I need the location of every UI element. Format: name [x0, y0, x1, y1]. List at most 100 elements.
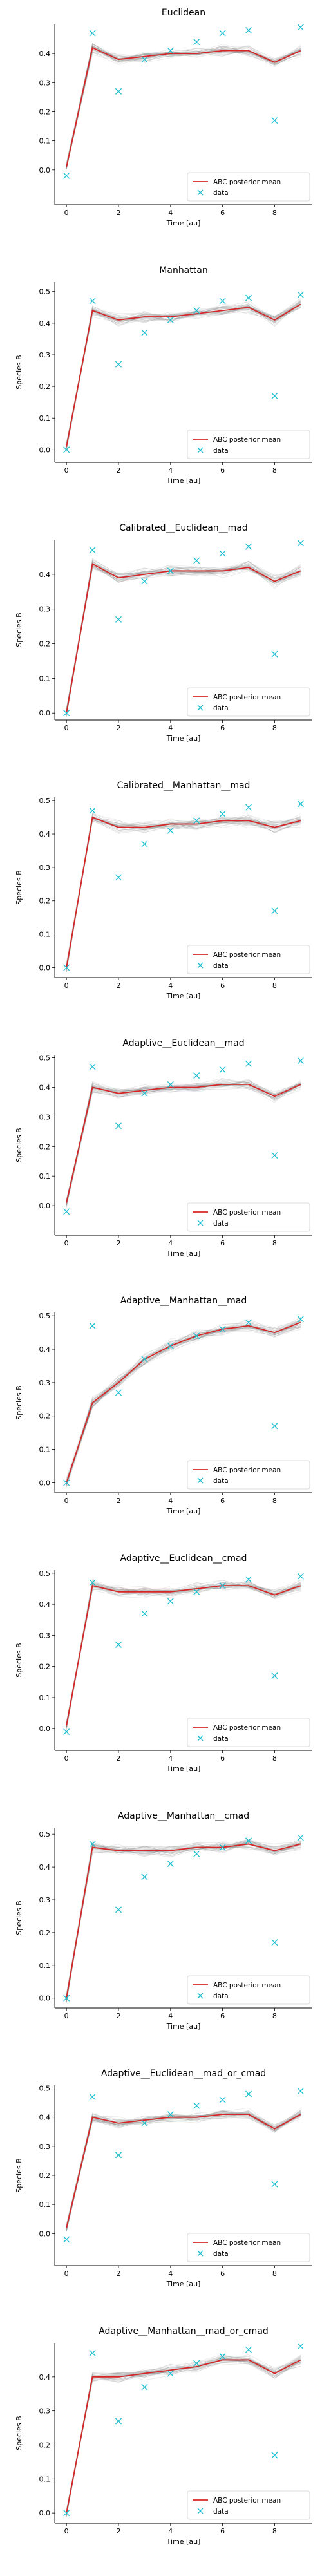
data-point — [271, 117, 278, 124]
legend-frame — [187, 2490, 310, 2520]
x-tick-label: 8 — [272, 1497, 277, 1505]
posterior-sample-line — [66, 2358, 301, 2514]
legend-frame — [187, 1202, 310, 1232]
posterior-sample-line — [66, 304, 301, 448]
y-tick-label: 0.0 — [39, 2230, 51, 2238]
y-tick-label: 0.1 — [39, 1694, 51, 1702]
posterior-sample-line — [66, 301, 301, 448]
posterior-sample-line — [66, 2354, 301, 2514]
posterior-sample-line — [66, 46, 301, 163]
posterior-sample-line — [66, 304, 301, 449]
posterior-sample-line — [66, 43, 301, 166]
posterior-sample-line — [66, 2112, 301, 2227]
posterior-sample-line — [66, 2112, 301, 2224]
posterior-sample-line — [66, 1321, 301, 1484]
posterior-sample-line — [66, 561, 301, 710]
posterior-sample-line — [66, 1081, 301, 1202]
x-tick-label: 4 — [168, 724, 173, 732]
data-point — [271, 1672, 278, 1680]
data-point — [63, 710, 70, 717]
data-point — [89, 547, 96, 554]
posterior-sample-line — [66, 1081, 301, 1206]
y-tick-label: 0.4 — [39, 571, 51, 579]
chart-panel: Adaptive__Manhattan__mad 0 2 4 6 8 0.0 0.1 0.2 0.… — [15, 1296, 312, 1515]
posterior-sample-line — [66, 560, 301, 717]
data-point — [245, 1060, 252, 1067]
posterior-sample-line — [66, 1319, 301, 1485]
posterior-sample-line — [66, 1582, 301, 1723]
data-point — [193, 39, 200, 46]
legend-label: data — [213, 447, 229, 455]
legend-label: data — [213, 2508, 229, 2515]
y-axis-label: Species B — [15, 1128, 23, 1162]
posterior-sample-line — [66, 48, 301, 166]
x-axis-label: Time [au] — [166, 1249, 201, 1258]
posterior-sample-line — [66, 2110, 301, 2227]
posterior-sample-line — [66, 1839, 301, 1994]
posterior-sample-line — [66, 2110, 301, 2226]
posterior-sample-line — [66, 1581, 301, 1727]
posterior-sample-line — [66, 43, 301, 165]
y-tick-label: 0.0 — [39, 166, 51, 175]
y-tick-label: 0.1 — [39, 931, 51, 939]
posterior-sample-line — [66, 1843, 301, 2003]
posterior-sample-line — [66, 2112, 301, 2228]
posterior-sample-line — [66, 2358, 301, 2512]
legend-label: ABC posterior mean — [213, 2239, 281, 2247]
posterior-sample-line — [66, 45, 301, 169]
posterior-sample-line — [66, 2112, 301, 2228]
posterior-sample-line — [66, 2111, 301, 2230]
posterior-sample-line — [66, 1581, 301, 1728]
x-tick-label: 2 — [116, 1239, 120, 1247]
x-tick-label: 2 — [116, 466, 120, 475]
posterior-sample-line — [66, 49, 301, 169]
posterior-sample-line — [66, 1841, 301, 1999]
data-point — [167, 2370, 174, 2377]
x-tick-label: 6 — [220, 2527, 225, 2535]
posterior-sample-line — [66, 1844, 301, 1996]
posterior-sample-line — [66, 45, 301, 167]
posterior-sample-line — [66, 817, 301, 967]
legend-frame — [187, 430, 310, 459]
x-tick-label: 6 — [220, 2269, 225, 2278]
posterior-sample-line — [66, 2358, 301, 2509]
x-tick-label: 8 — [272, 724, 277, 732]
y-tick-label: 0.2 — [39, 1929, 51, 1937]
data-point — [219, 1066, 226, 1073]
x-tick-label: 6 — [220, 724, 225, 732]
posterior-sample-line — [66, 558, 301, 714]
posterior-sample-line — [66, 300, 301, 448]
y-tick-label: 0.4 — [39, 830, 51, 838]
posterior-sample-line — [66, 1083, 301, 1200]
legend-frame — [187, 1975, 310, 2005]
posterior-sample-line — [66, 819, 301, 967]
posterior-sample-line — [66, 1842, 301, 1998]
legend-label: data — [213, 962, 229, 970]
y-tick-label: 0.2 — [39, 1663, 51, 1671]
x-axis-label: Time [au] — [166, 2022, 201, 2031]
posterior-sample-line — [66, 300, 301, 444]
posterior-sample-line — [66, 46, 301, 169]
posterior-sample-line — [66, 1584, 301, 1730]
chart-panel: Adaptive__Manhattan__cmad 0 2 4 6 8 0.0 0.1 0.2 0… — [15, 1811, 312, 2031]
legend-marker-swatch — [197, 2250, 204, 2257]
posterior-sample-line — [66, 1582, 301, 1727]
posterior-sample-line — [66, 50, 301, 169]
y-tick-label: 0.4 — [39, 1600, 51, 1609]
posterior-sample-line — [66, 307, 301, 445]
legend-label: ABC posterior mean — [213, 1982, 281, 1989]
data-point — [245, 1576, 252, 1583]
posterior-sample-line — [66, 1580, 301, 1725]
x-tick-label: 6 — [220, 209, 225, 217]
legend-frame — [187, 1718, 310, 1747]
posterior-sample-line — [66, 2358, 301, 2512]
x-axis-label: Time [au] — [166, 219, 201, 227]
posterior-sample-line — [66, 2354, 301, 2514]
posterior-sample-line — [66, 1582, 301, 1728]
posterior-sample-line — [66, 1083, 301, 1207]
data-point — [271, 2181, 278, 2188]
posterior-sample-line — [66, 305, 301, 446]
posterior-sample-line — [66, 562, 301, 712]
y-tick-label: 0.0 — [39, 2509, 51, 2517]
y-tick-label: 0.4 — [39, 2373, 51, 2382]
